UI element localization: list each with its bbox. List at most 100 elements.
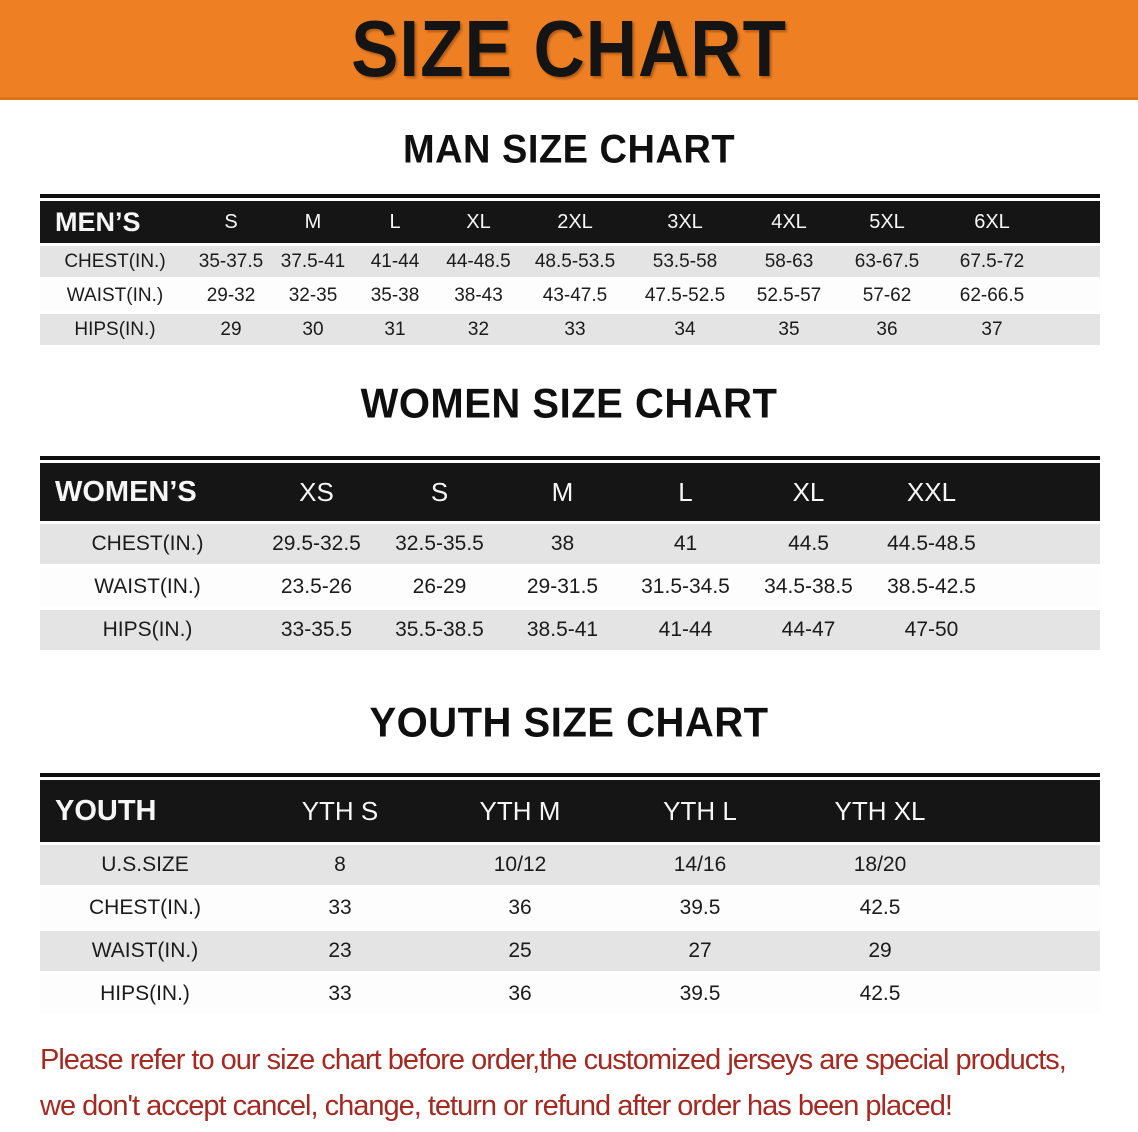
value-cell: 32.5-35.5 xyxy=(378,524,501,564)
size-header-cell: M xyxy=(501,463,624,521)
value-cell: 18/20 xyxy=(790,845,970,885)
value-cell: 26-29 xyxy=(378,567,501,607)
value-cell: 41-44 xyxy=(354,246,436,277)
value-cell: 29-31.5 xyxy=(501,567,624,607)
value-cell: 29 xyxy=(190,314,272,345)
row-label: WAIST(IN.) xyxy=(40,567,255,607)
measurement-row: HIPS(IN.) 33-35.5 35.5-38.5 38.5-41 41-44 44-… xyxy=(40,610,1100,650)
value-cell: 41 xyxy=(624,524,747,564)
value-cell: 44.5 xyxy=(747,524,870,564)
value-cell: 35 xyxy=(741,314,837,345)
spacer-cell xyxy=(993,463,1100,521)
spacer-cell xyxy=(1047,280,1100,311)
table-header-label: MEN’S xyxy=(40,201,190,243)
value-cell: 39.5 xyxy=(610,974,790,1014)
disclaimer-note: Please refer to our size chart before or… xyxy=(0,1037,1138,1129)
value-cell: 53.5-58 xyxy=(629,246,741,277)
size-header-cell: 5XL xyxy=(837,201,937,243)
measurement-row: CHEST(IN.) 33 36 39.5 42.5 xyxy=(40,888,1100,928)
table-header-row: YOUTH YTH S YTH M YTH L YTH XL xyxy=(40,780,1100,842)
value-cell: 33 xyxy=(250,974,430,1014)
value-cell: 32-35 xyxy=(272,280,354,311)
table-header-label: YOUTH xyxy=(40,780,250,842)
value-cell: 48.5-53.5 xyxy=(521,246,629,277)
value-cell: 42.5 xyxy=(790,974,970,1014)
spacer-cell xyxy=(993,567,1100,607)
men-size-table-slot: MEN’S S M L XL 2XL 3XL 4XL 5XL 6XL CHEST(IN.) 35-37… xyxy=(0,194,1138,348)
spacer-cell xyxy=(1047,201,1100,243)
size-header-cell: YTH XL xyxy=(790,780,970,842)
size-header-cell: M xyxy=(272,201,354,243)
value-cell: 39.5 xyxy=(610,888,790,928)
spacer-cell xyxy=(970,888,1100,928)
row-label: WAIST(IN.) xyxy=(40,931,250,971)
value-cell: 62-66.5 xyxy=(937,280,1047,311)
value-cell: 36 xyxy=(430,888,610,928)
value-cell: 41-44 xyxy=(624,610,747,650)
value-cell: 35-37.5 xyxy=(190,246,272,277)
row-label: CHEST(IN.) xyxy=(40,888,250,928)
size-header-cell: 4XL xyxy=(741,201,837,243)
spacer-cell xyxy=(970,974,1100,1014)
measurement-row: WAIST(IN.) 29-32 32-35 35-38 38-43 43-47.5 47.… xyxy=(40,280,1100,311)
size-header-cell: 2XL xyxy=(521,201,629,243)
women-size-table: WOMEN’S XS S M L XL XXL CHEST(IN.) 29.5-32.5 32.5… xyxy=(40,456,1100,653)
value-cell: 57-62 xyxy=(837,280,937,311)
value-cell: 31.5-34.5 xyxy=(624,567,747,607)
value-cell: 42.5 xyxy=(790,888,970,928)
value-cell: 35-38 xyxy=(354,280,436,311)
value-cell: 23.5-26 xyxy=(255,567,378,607)
value-cell: 32 xyxy=(436,314,521,345)
row-label: CHEST(IN.) xyxy=(40,246,190,277)
measurement-row: WAIST(IN.) 23.5-26 26-29 29-31.5 31.5-34.5 34… xyxy=(40,567,1100,607)
men-size-table: MEN’S S M L XL 2XL 3XL 4XL 5XL 6XL CHEST(IN.) 35-37… xyxy=(40,194,1100,348)
value-cell: 33-35.5 xyxy=(255,610,378,650)
value-cell: 23 xyxy=(250,931,430,971)
value-cell: 38-43 xyxy=(436,280,521,311)
size-header-cell: 3XL xyxy=(629,201,741,243)
value-cell: 29-32 xyxy=(190,280,272,311)
women-size-chart-heading: WOMEN SIZE CHART xyxy=(360,380,778,428)
value-cell: 63-67.5 xyxy=(837,246,937,277)
spacer-cell xyxy=(993,524,1100,564)
women-size-table-slot: WOMEN’S XS S M L XL XXL CHEST(IN.) 29.5-32.5 32.5… xyxy=(0,456,1138,653)
women-size-section: WOMEN SIZE CHART WOMEN’S XS S M L XL XXL CHEST(… xyxy=(0,378,1138,653)
row-label: HIPS(IN.) xyxy=(40,610,255,650)
value-cell: 29.5-32.5 xyxy=(255,524,378,564)
table-header-row: MEN’S S M L XL 2XL 3XL 4XL 5XL 6XL xyxy=(40,201,1100,243)
disclaimer-line-1: Please refer to our size chart before or… xyxy=(40,1044,1067,1076)
value-cell: 44-47 xyxy=(747,610,870,650)
value-cell: 47-50 xyxy=(870,610,993,650)
spacer-cell xyxy=(1047,314,1100,345)
value-cell: 38 xyxy=(501,524,624,564)
size-header-cell: L xyxy=(624,463,747,521)
value-cell: 29 xyxy=(790,931,970,971)
measurement-row: HIPS(IN.) 33 36 39.5 42.5 xyxy=(40,974,1100,1014)
value-cell: 52.5-57 xyxy=(741,280,837,311)
size-chart-banner: SIZE CHART xyxy=(0,0,1138,100)
value-cell: 31 xyxy=(354,314,436,345)
spacer-cell xyxy=(970,845,1100,885)
size-header-cell: S xyxy=(378,463,501,521)
row-label: U.S.SIZE xyxy=(40,845,250,885)
value-cell: 44-48.5 xyxy=(436,246,521,277)
disclaimer-line-2: we don't accept cancel, change, teturn o… xyxy=(40,1090,953,1122)
size-header-cell: XL xyxy=(436,201,521,243)
youth-size-table: YOUTH YTH S YTH M YTH L YTH XL U.S.SIZE 8 10/12… xyxy=(40,773,1100,1017)
men-size-section: MAN SIZE CHART MEN’S S M L XL 2XL 3XL 4XL 5XL 6XL… xyxy=(0,124,1138,348)
value-cell: 33 xyxy=(250,888,430,928)
value-cell: 44.5-48.5 xyxy=(870,524,993,564)
value-cell: 14/16 xyxy=(610,845,790,885)
spacer-cell xyxy=(970,931,1100,971)
value-cell: 38.5-41 xyxy=(501,610,624,650)
size-chart-title: SIZE CHART xyxy=(351,3,787,94)
measurement-row: CHEST(IN.) 29.5-32.5 32.5-35.5 38 41 44.5 44.5… xyxy=(40,524,1100,564)
value-cell: 67.5-72 xyxy=(937,246,1047,277)
value-cell: 10/12 xyxy=(430,845,610,885)
size-header-cell: XS xyxy=(255,463,378,521)
size-header-cell: YTH S xyxy=(250,780,430,842)
measurement-row: HIPS(IN.) 29 30 31 32 33 34 35 36 37 xyxy=(40,314,1100,345)
value-cell: 33 xyxy=(521,314,629,345)
value-cell: 58-63 xyxy=(741,246,837,277)
spacer-cell xyxy=(970,780,1100,842)
